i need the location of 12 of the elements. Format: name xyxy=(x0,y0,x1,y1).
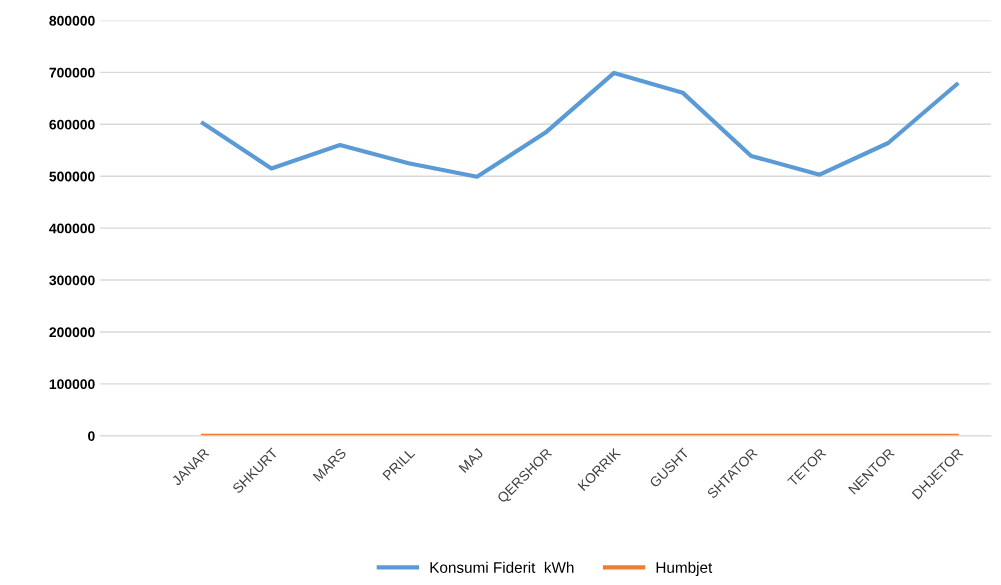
y-tick-label: 600000 xyxy=(49,119,95,130)
line-series xyxy=(200,70,959,179)
y-tick-label: 700000 xyxy=(49,67,95,78)
y-tick-label: 500000 xyxy=(49,171,95,182)
legend-label: Konsumi Fiderit kWh xyxy=(430,561,574,573)
y-tick-label: 400000 xyxy=(49,223,95,234)
legend-label: Humbjet xyxy=(656,561,713,576)
y-tick-label: 0 xyxy=(88,431,95,441)
y-tick-label: 200000 xyxy=(49,327,95,338)
y-tick-label: 100000 xyxy=(49,379,95,390)
y-tick-label: 800000 xyxy=(49,15,95,26)
y-tick-label: 300000 xyxy=(49,275,95,286)
